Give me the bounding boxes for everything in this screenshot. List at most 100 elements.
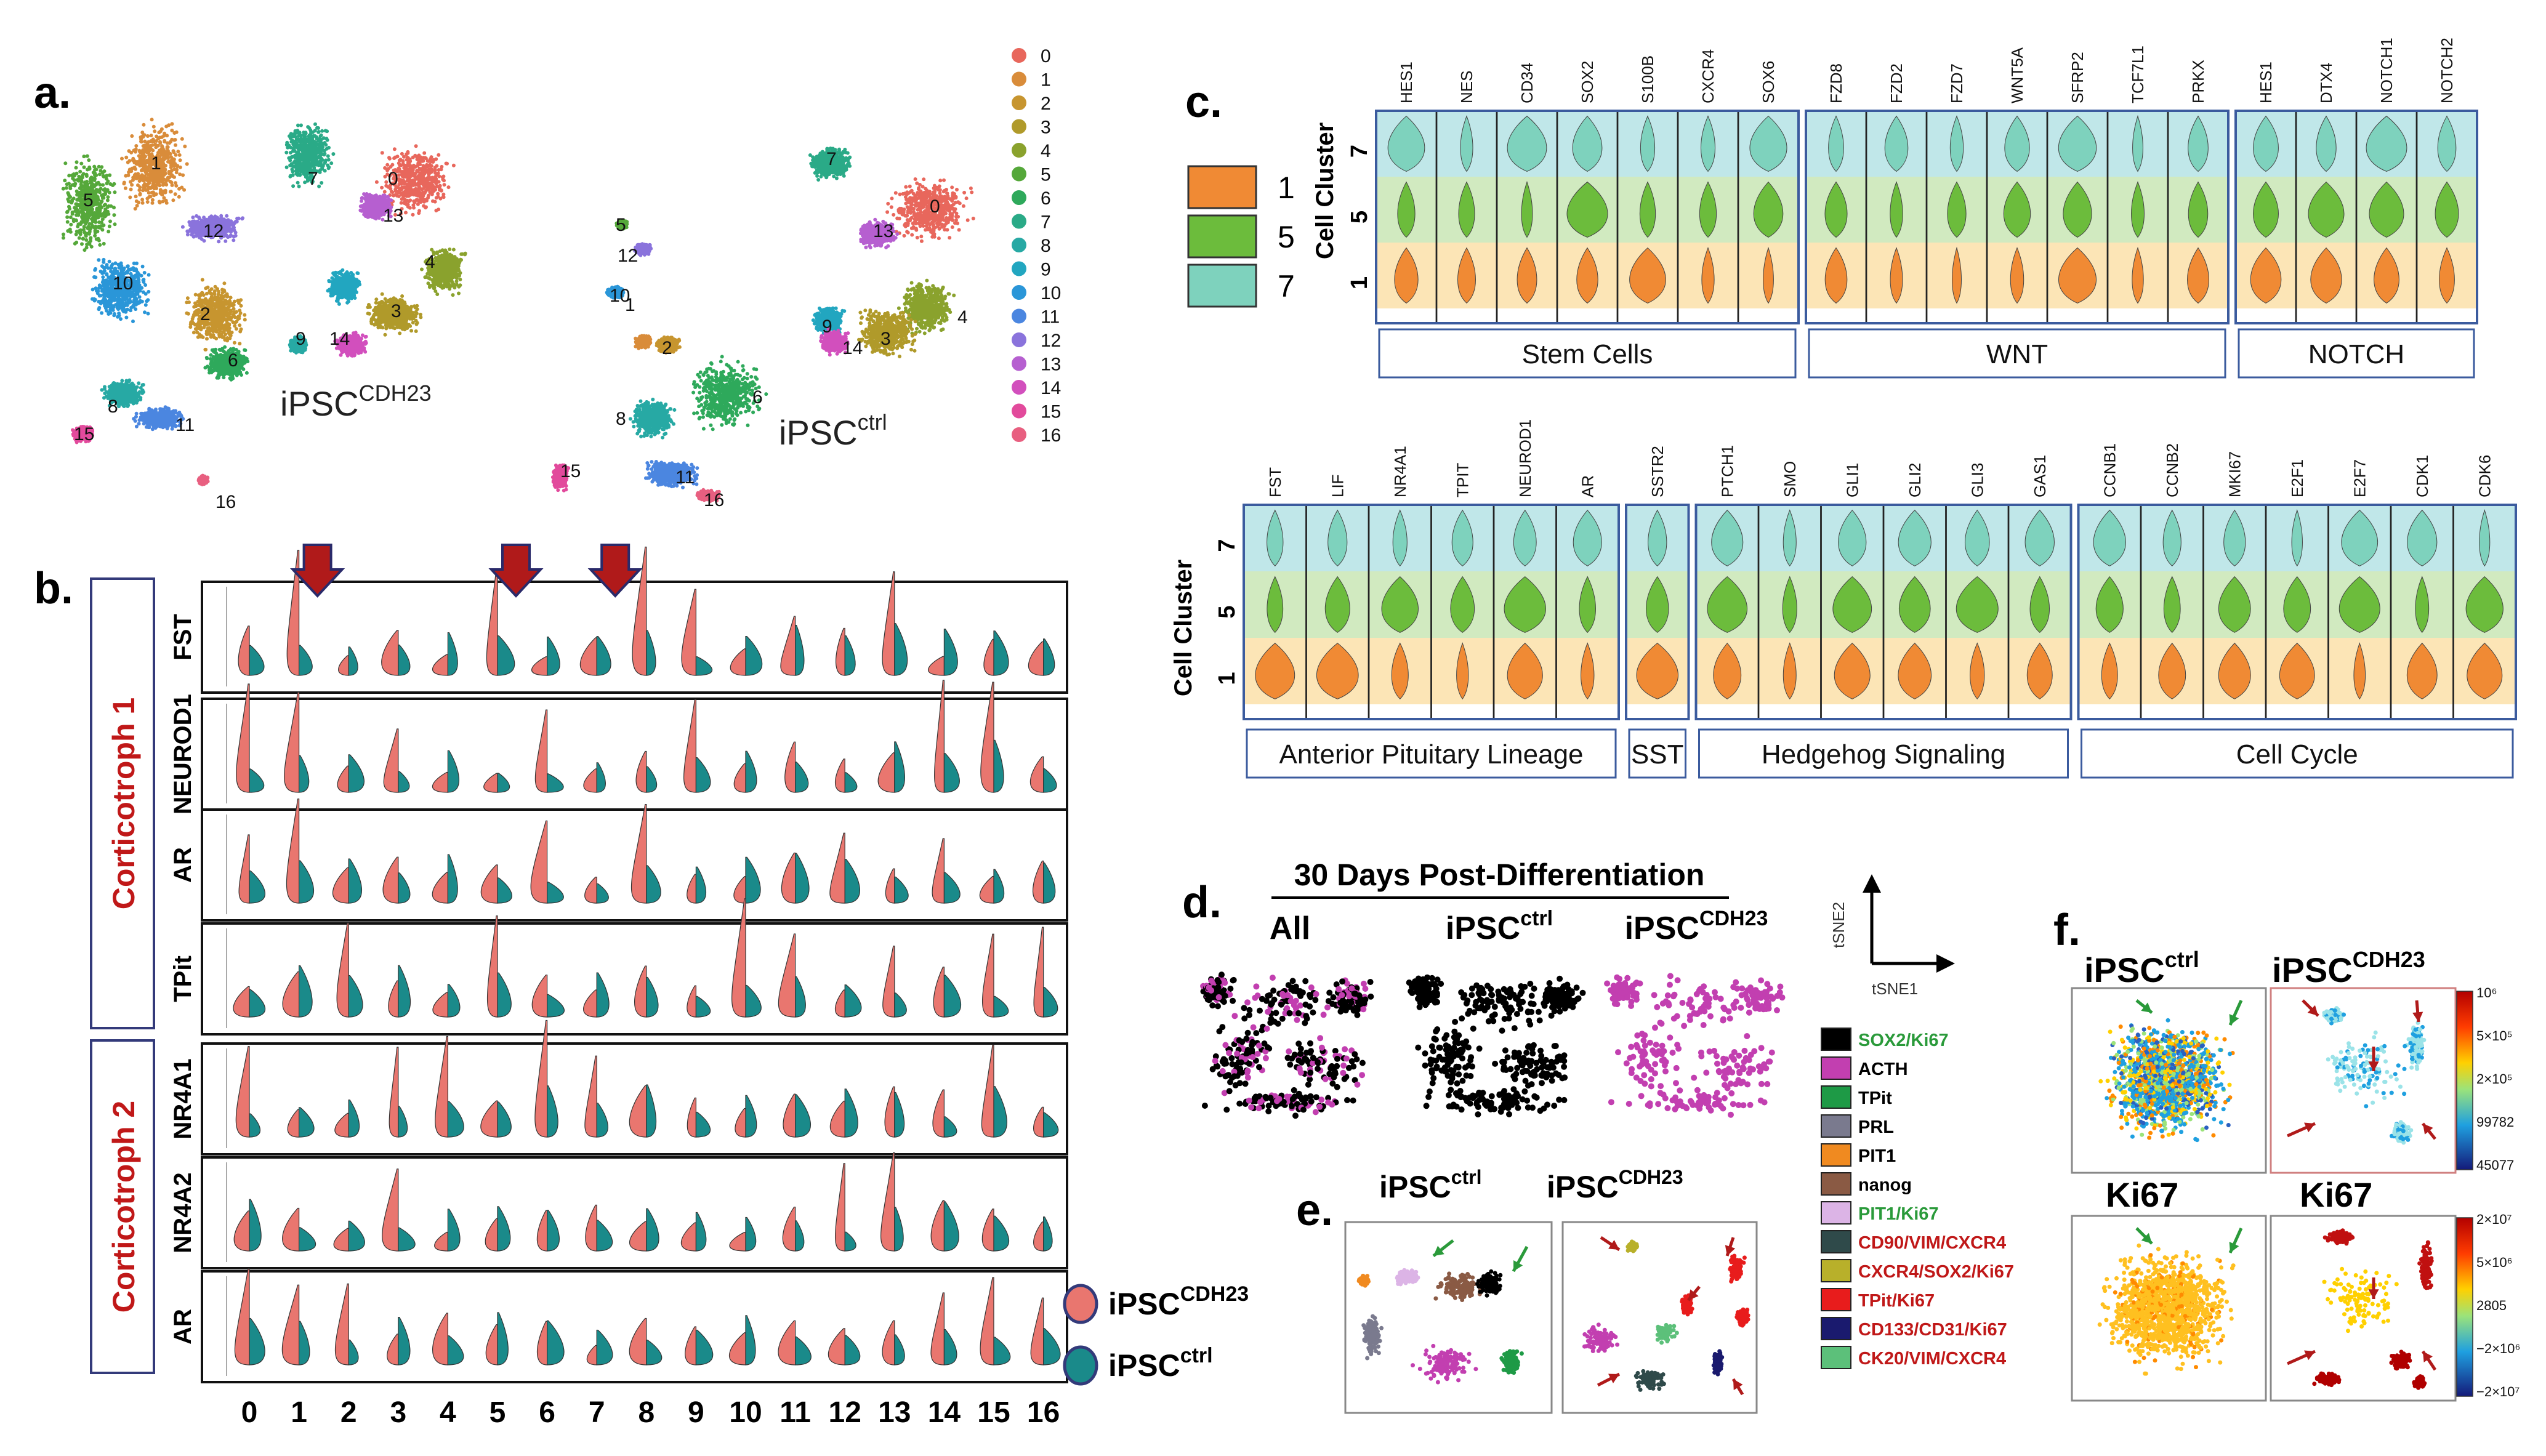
violin-half-cdh23 bbox=[1033, 1221, 1044, 1252]
tsne-point bbox=[1307, 1069, 1314, 1076]
tsne-point bbox=[1458, 1106, 1465, 1113]
e-point bbox=[1472, 1282, 1477, 1287]
cluster-legend-label: 7 bbox=[1278, 269, 1295, 304]
c-y-tick: 7 bbox=[1214, 539, 1240, 552]
f-point bbox=[2107, 1088, 2112, 1093]
cluster-points bbox=[61, 154, 117, 252]
tsne-point bbox=[1256, 1064, 1262, 1071]
tsne-point bbox=[1650, 1047, 1656, 1054]
marker-swatch bbox=[1821, 1114, 1851, 1138]
violin-row-frame bbox=[201, 1156, 1068, 1269]
violin-half-cdh23 bbox=[733, 763, 746, 793]
tsne-point bbox=[1356, 992, 1363, 999]
f-point bbox=[2204, 1125, 2209, 1130]
tsne-point bbox=[1488, 986, 1494, 992]
f-point bbox=[2196, 1114, 2201, 1119]
e-point bbox=[1438, 1354, 1443, 1359]
tsne-point bbox=[1540, 1070, 1547, 1077]
umap-cdh23-cluster-label: 12 bbox=[203, 221, 224, 241]
umap-legend-dot bbox=[1012, 143, 1026, 158]
umap-legend-label: 11 bbox=[1041, 307, 1060, 328]
cluster-violin bbox=[1579, 576, 1596, 633]
violin-half-ctrl bbox=[745, 984, 762, 1018]
violin-half-cdh23 bbox=[485, 1218, 498, 1252]
f-point bbox=[2196, 1031, 2201, 1036]
tsne-point bbox=[1278, 1001, 1284, 1008]
tsne-marker-panel: iPSCctrl iPSCCDH23 bbox=[1344, 1166, 1758, 1414]
tsne-point bbox=[1673, 1064, 1680, 1071]
tsne-point bbox=[1687, 1098, 1694, 1104]
group-frame bbox=[1805, 110, 2230, 324]
tsne-point bbox=[1619, 983, 1626, 990]
violin-half-cdh23 bbox=[480, 1100, 498, 1138]
e-ctrl-frame bbox=[1344, 1221, 1553, 1414]
tsne-point bbox=[1429, 1080, 1436, 1087]
f-point bbox=[2116, 1066, 2121, 1071]
cluster-violin bbox=[1381, 576, 1419, 633]
f-point bbox=[2121, 1075, 2126, 1080]
e-point bbox=[1659, 1373, 1664, 1378]
e-point bbox=[1397, 1279, 1401, 1283]
violin-half-cdh23 bbox=[387, 1333, 399, 1366]
tsne-point bbox=[1642, 1050, 1648, 1057]
marker-label: SOX2/Ki67 bbox=[1858, 1031, 1949, 1050]
cluster-violin bbox=[2415, 576, 2430, 633]
tsne-point bbox=[1287, 1061, 1294, 1068]
e-point bbox=[1365, 1356, 1370, 1361]
violin-half-cdh23 bbox=[629, 1317, 647, 1366]
tsne-point bbox=[1628, 1044, 1635, 1050]
f-point bbox=[2147, 1026, 2152, 1031]
f-point bbox=[2108, 1103, 2113, 1108]
gene-name: AR bbox=[1578, 475, 1597, 497]
tsne-point bbox=[1432, 1036, 1439, 1043]
violin-half-cdh23 bbox=[778, 1320, 796, 1366]
tsne-point bbox=[1246, 1012, 1252, 1018]
violin-half-ctrl bbox=[398, 1106, 408, 1138]
violin-row: AR bbox=[169, 798, 1068, 922]
violin-half-cdh23 bbox=[286, 549, 300, 676]
tsne-point bbox=[1297, 1045, 1304, 1052]
tsne-point bbox=[1738, 1004, 1744, 1011]
violin-x-tick: 16 bbox=[1027, 1396, 1060, 1429]
tsne-point bbox=[1291, 1052, 1298, 1058]
f-point bbox=[2215, 1083, 2220, 1088]
violin-half-cdh23 bbox=[928, 656, 945, 676]
violin-half-cdh23 bbox=[336, 922, 349, 1018]
tsne-point bbox=[1327, 1065, 1334, 1072]
tsne-point bbox=[1289, 978, 1296, 984]
umap-cdh23-cluster-label: 6 bbox=[228, 350, 238, 371]
tsne-point bbox=[1505, 1015, 1512, 1022]
tsne-point bbox=[1339, 1003, 1346, 1010]
tsne-point bbox=[1526, 1018, 1533, 1024]
f-point bbox=[2160, 1128, 2164, 1133]
e-point bbox=[1736, 1259, 1741, 1264]
cluster-violin bbox=[1572, 115, 1603, 172]
tsne-point bbox=[1473, 1101, 1480, 1108]
tsne-point bbox=[1445, 1092, 1452, 1098]
f-point bbox=[2175, 1116, 2180, 1121]
e-point bbox=[1513, 1357, 1518, 1362]
violin-half-ctrl bbox=[993, 995, 1009, 1018]
tsne-point bbox=[1648, 1083, 1654, 1090]
tsne-point bbox=[1730, 984, 1737, 991]
umap-legend-label: 4 bbox=[1041, 141, 1051, 161]
e-point bbox=[1744, 1309, 1749, 1314]
tsne-point bbox=[1457, 1094, 1464, 1101]
violin-half-ctrl bbox=[695, 1329, 714, 1366]
umap-legend-label: 2 bbox=[1041, 94, 1051, 114]
umap-cdh23-cluster-label: 8 bbox=[108, 396, 118, 417]
gene-name: SOX6 bbox=[1759, 61, 1778, 103]
f-point bbox=[2194, 1071, 2199, 1076]
e-point bbox=[1444, 1282, 1449, 1287]
f-point bbox=[2207, 1107, 2212, 1112]
tsne-point bbox=[1651, 992, 1658, 999]
group-label-box bbox=[1246, 728, 1617, 779]
violin-half-cdh23 bbox=[630, 803, 647, 904]
violin-half-ctrl bbox=[894, 741, 906, 793]
cluster-points bbox=[859, 217, 900, 249]
cluster-violin bbox=[2316, 115, 2337, 172]
tsne-point bbox=[1426, 1088, 1433, 1095]
cluster-violin bbox=[1707, 576, 1748, 633]
